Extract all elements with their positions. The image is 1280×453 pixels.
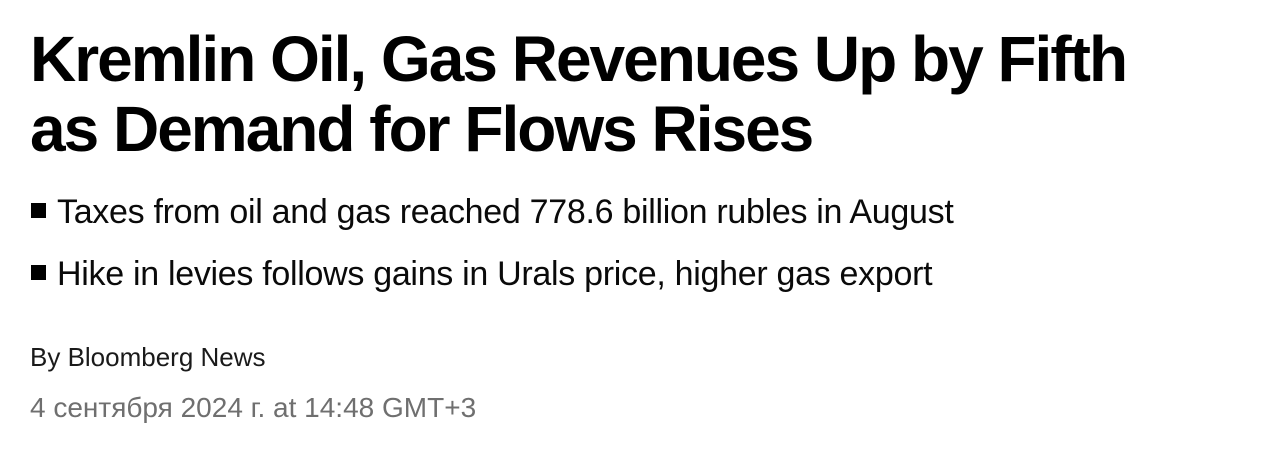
article-header: Kremlin Oil, Gas Revenues Up by Fifth as… [30, 24, 1250, 423]
key-point-text: Taxes from oil and gas reached 778.6 bil… [57, 193, 954, 231]
key-points-list: Taxes from oil and gas reached 778.6 bil… [30, 190, 1250, 296]
byline: By Bloomberg News [30, 342, 266, 372]
bullet-square-icon [31, 203, 46, 218]
key-point-text: Hike in levies follows gains in Urals pr… [57, 255, 933, 293]
headline-line-1: Kremlin Oil, Gas Revenues Up by Fifth [30, 23, 1128, 95]
article-headline: Kremlin Oil, Gas Revenues Up by Fifth as… [30, 24, 1250, 164]
key-point-item: Hike in levies follows gains in Urals pr… [30, 252, 1250, 296]
bullet-square-icon [31, 265, 46, 280]
key-point-item: Taxes from oil and gas reached 778.6 bil… [30, 190, 1250, 234]
headline-line-2: as Demand for Flows Rises [30, 93, 814, 165]
timestamp: 4 сентября 2024 г. at 14:48 GMT+3 [30, 392, 477, 423]
